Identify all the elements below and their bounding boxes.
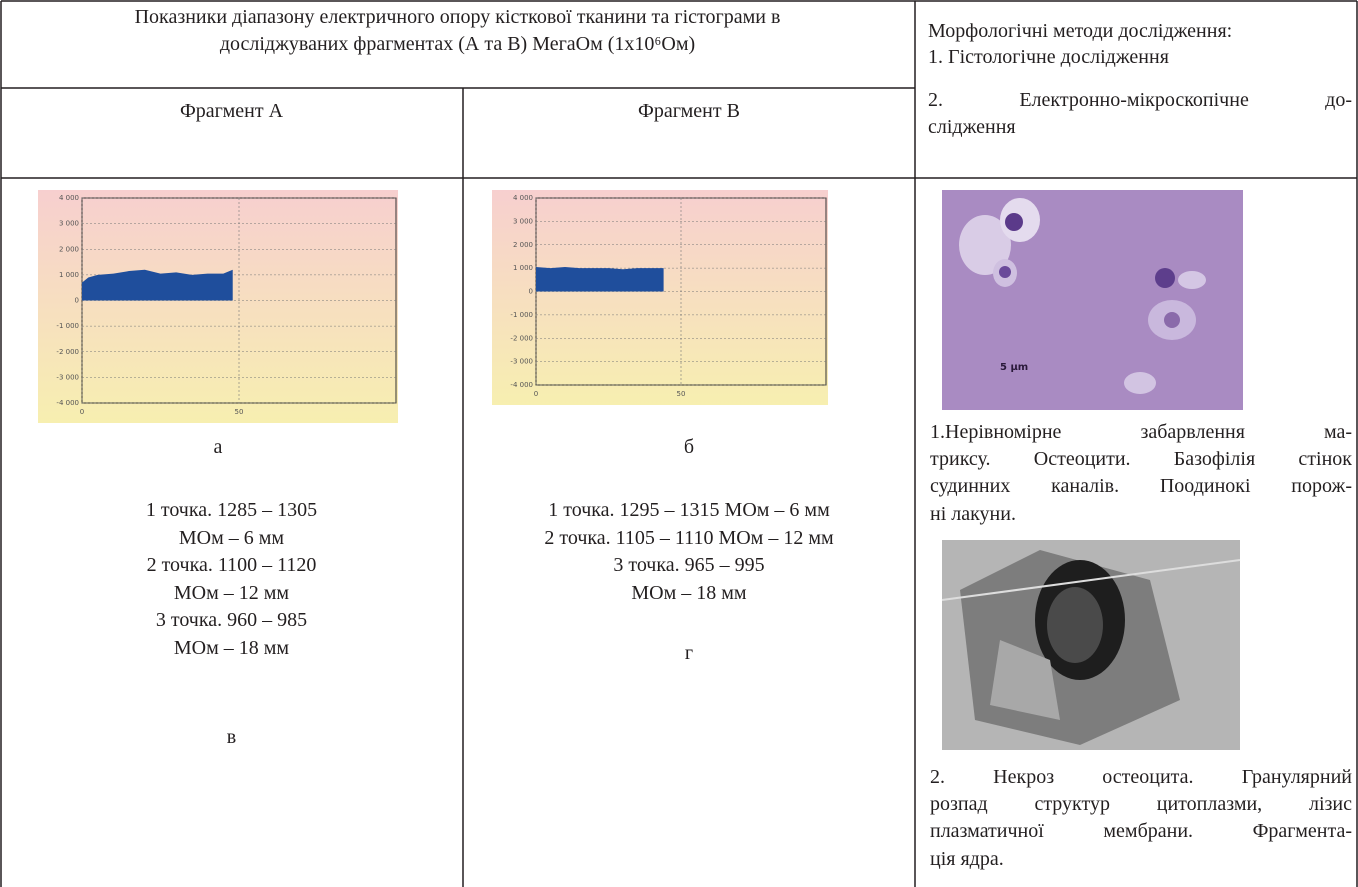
y-tick-label: -2 000 xyxy=(510,334,533,342)
measurement-line: 1 точка. 1285 – 1305 xyxy=(0,497,463,524)
measurement-line: 3 точка. 960 – 985 xyxy=(0,607,463,634)
column-header: Фрагмент В xyxy=(463,98,915,125)
y-tick-label: -3 000 xyxy=(56,373,79,381)
y-tick-label: -2 000 xyxy=(56,348,79,356)
caption-line: ція ядра. xyxy=(930,846,1352,873)
x-tick-label: 50 xyxy=(677,390,686,398)
y-tick-label: 4 000 xyxy=(513,194,533,202)
caption-line: судинних каналів. Поодинокі порож- xyxy=(930,473,1352,500)
y-tick-label: 2 000 xyxy=(513,241,533,249)
caption-line: 2. Некроз остеоцита. Гранулярний xyxy=(930,764,1352,791)
figure-label: в xyxy=(0,724,463,751)
histogram: 4 000 3 000 2 000 1 000 0 -1 000 -2 000 -3 000 -… xyxy=(38,190,398,423)
measurement-line: МОм – 18 мм xyxy=(463,580,915,607)
measurement-line: МОм – 12 мм xyxy=(0,580,463,607)
y-tick-label: -4 000 xyxy=(510,381,533,389)
caption-line: плазматичної мембрани. Фрагмента- xyxy=(930,818,1352,845)
y-tick-label: 1 000 xyxy=(59,271,79,279)
figure-label: б xyxy=(463,434,915,461)
measurement-line: МОм – 6 мм xyxy=(0,525,463,552)
x-tick-label: 0 xyxy=(534,390,538,398)
header-title: досліджуваних фрагментах (А та В) МегаОм… xyxy=(0,31,915,58)
measurement-line: МОм – 18 мм xyxy=(0,635,463,662)
histogram: 4 000 3 000 2 000 1 000 0 -1 000 -2 000 -3 000 -… xyxy=(492,190,828,405)
chart-background xyxy=(492,190,828,405)
caption-line: 1.Нерівномірне забарвлення ма- xyxy=(930,419,1352,446)
chart-background xyxy=(38,190,398,423)
y-tick-label: 3 000 xyxy=(59,220,79,228)
scale-label: 5 μm xyxy=(1000,362,1028,373)
methods-line: Морфологічні методи дослідження: xyxy=(928,18,1232,45)
column-header: Фрагмент А xyxy=(0,98,463,125)
measurement-line: 2 точка. 1105 – 1110 МОм – 12 мм xyxy=(463,525,915,552)
page: 5 μm Показники діапазону електричного оп… xyxy=(0,0,1358,887)
header-title: Показники діапазону електричного опору к… xyxy=(0,4,915,31)
methods-line: 2. Електронно-мікроскопічне до- xyxy=(928,87,1352,114)
y-tick-label: -4 000 xyxy=(56,399,79,407)
measurement-line: 3 точка. 965 – 995 xyxy=(463,552,915,579)
y-tick-label: 1 000 xyxy=(513,264,533,272)
y-tick-label: -1 000 xyxy=(510,311,533,319)
electron-photo xyxy=(942,540,1240,750)
caption-line: ні лакуни. xyxy=(930,501,1352,528)
x-tick-label: 50 xyxy=(235,408,244,416)
y-tick-label: 0 xyxy=(75,297,79,305)
methods-line: 1. Гістологічне дослідження xyxy=(928,44,1169,71)
caption-line: розпад структур цитоплазми, лізис xyxy=(930,791,1352,818)
y-tick-label: 0 xyxy=(529,288,533,296)
measurement-line: 1 точка. 1295 – 1315 МОм – 6 мм xyxy=(463,497,915,524)
y-tick-label: -1 000 xyxy=(56,322,79,330)
figure-label: а xyxy=(38,434,398,461)
measurement-line: 2 точка. 1100 – 1120 xyxy=(0,552,463,579)
figure-label: г xyxy=(463,640,915,667)
y-tick-label: -3 000 xyxy=(510,358,533,366)
histogram-area xyxy=(536,267,664,292)
x-tick-label: 0 xyxy=(80,408,84,416)
caption-line: триксу. Остеоцити. Базофілія стінок xyxy=(930,446,1352,473)
y-tick-label: 4 000 xyxy=(59,194,79,202)
y-tick-label: 3 000 xyxy=(513,217,533,225)
histogram-area xyxy=(82,270,233,301)
histology-photo: 5 μm xyxy=(942,190,1243,410)
methods-line: слідження xyxy=(928,114,1016,141)
y-tick-label: 2 000 xyxy=(59,245,79,253)
